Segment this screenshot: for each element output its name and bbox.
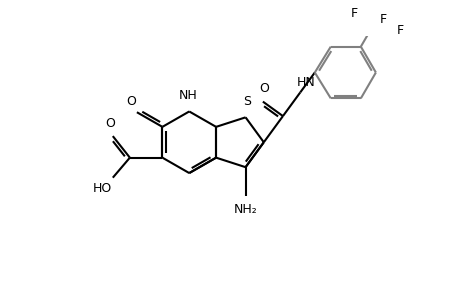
Text: S: S [243, 95, 251, 108]
Text: HO: HO [92, 182, 112, 195]
Text: NH: NH [178, 89, 196, 102]
Text: O: O [259, 82, 269, 95]
Text: F: F [350, 7, 357, 20]
Text: HN: HN [297, 76, 315, 89]
Text: O: O [105, 117, 114, 130]
Text: F: F [379, 13, 386, 26]
Text: F: F [396, 24, 403, 37]
Text: O: O [125, 94, 135, 108]
Text: NH₂: NH₂ [233, 202, 257, 216]
